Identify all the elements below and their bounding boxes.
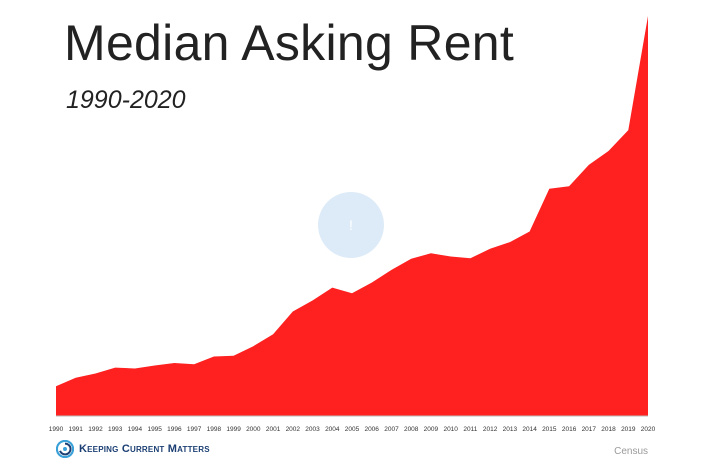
x-tick-label: 1992: [88, 426, 103, 433]
kcm-swirl-icon: [56, 440, 74, 458]
x-tick-label: 2010: [443, 426, 458, 433]
x-tick-label: 2003: [305, 426, 320, 433]
x-tick-label: 1993: [108, 426, 123, 433]
x-tick-label: 1991: [68, 426, 83, 433]
x-tick-label: 2016: [562, 426, 577, 433]
x-tick-label: 2014: [522, 426, 537, 433]
play-icon: !: [349, 217, 353, 233]
x-tick-label: 1995: [147, 426, 162, 433]
x-tick-label: 2007: [384, 426, 399, 433]
brand-name: Keeping Current Matters: [79, 443, 210, 455]
x-tick-label: 1996: [167, 426, 182, 433]
source-label: Census: [614, 446, 648, 457]
x-tick-label: 2017: [582, 426, 597, 433]
x-tick-label: 2009: [424, 426, 439, 433]
x-tick-label: 1999: [226, 426, 241, 433]
x-tick-label: 2015: [542, 426, 557, 433]
x-axis-ticks: 1990 1991 1992 1993 1994 1995 1996 1997 1998 1999…: [49, 426, 656, 433]
chart-subtitle: 1990-2020: [66, 86, 186, 114]
x-tick-label: 2004: [325, 426, 340, 433]
x-tick-label: 2002: [286, 426, 301, 433]
play-overlay-button[interactable]: !: [318, 192, 384, 258]
rent-area-series: [56, 16, 648, 416]
x-tick-label: 1998: [207, 426, 222, 433]
x-tick-label: 2011: [463, 426, 477, 433]
x-tick-label: 2018: [601, 426, 616, 433]
chart-title: Median Asking Rent: [64, 15, 515, 71]
x-tick-label: 2001: [266, 426, 281, 433]
x-tick-label: 2020: [641, 426, 656, 433]
x-tick-label: 2019: [621, 426, 636, 433]
x-tick-label: 2008: [404, 426, 419, 433]
x-tick-label: 2013: [503, 426, 518, 433]
x-tick-label: 2012: [483, 426, 498, 433]
x-tick-label: 1997: [187, 426, 202, 433]
x-tick-label: 2006: [364, 426, 379, 433]
x-tick-label: 2000: [246, 426, 261, 433]
x-tick-label: 1990: [49, 426, 64, 433]
brand-footer: Keeping Current Matters: [56, 440, 210, 458]
x-tick-label: 1994: [128, 426, 143, 433]
x-tick-label: 2005: [345, 426, 360, 433]
